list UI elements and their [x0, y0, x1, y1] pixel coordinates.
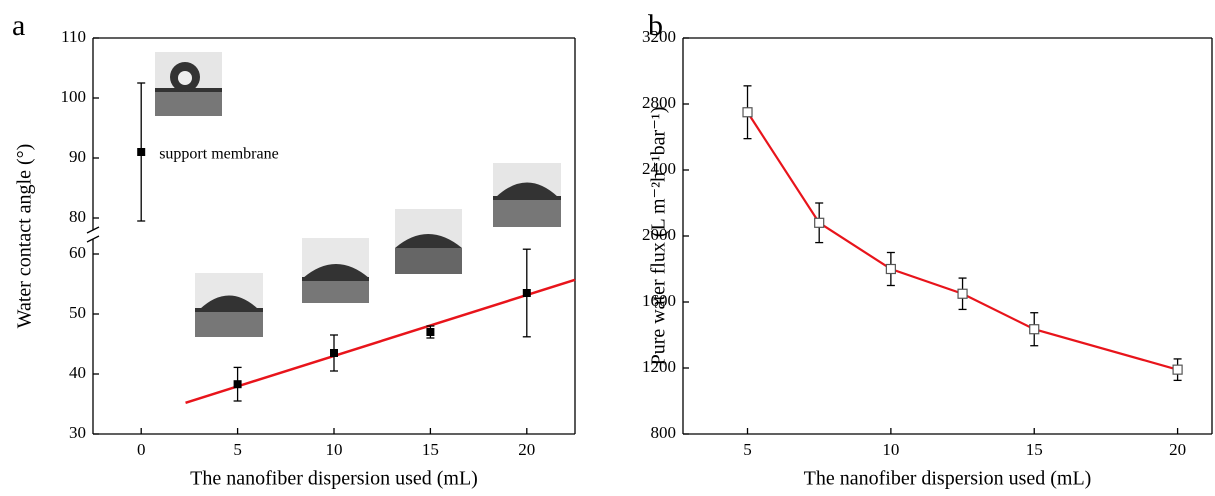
x-tick-label: 10 [326, 440, 343, 459]
panel-label: b [648, 9, 663, 42]
y-tick-label: 30 [69, 423, 86, 442]
axis-break [86, 226, 100, 234]
point [330, 349, 338, 357]
x-axis-label: The nanofiber dispersion used (mL) [190, 468, 478, 490]
droplet-image [302, 238, 369, 303]
point [885, 263, 896, 275]
annotation: support membrane [159, 146, 279, 163]
y-axis-label: Pure water flux (L m⁻²h⁻¹bar⁻¹) [648, 107, 670, 366]
x-tick-label: 20 [518, 440, 535, 459]
x-axis-label: The nanofiber dispersion used (mL) [804, 468, 1092, 490]
droplet-image [395, 209, 462, 274]
y-tick-label: 110 [61, 27, 86, 46]
point [522, 289, 531, 297]
y-tick-label: 80 [69, 207, 86, 226]
point [1172, 364, 1183, 375]
y-tick-label: 2400 [642, 159, 676, 178]
point [426, 328, 435, 336]
x-tick-label: 10 [882, 440, 899, 459]
point [814, 217, 825, 228]
x-tick-label: 15 [1026, 440, 1043, 459]
x-tick-label: 15 [422, 440, 439, 459]
y-tick-label: 3200 [642, 27, 676, 46]
y-tick-label: 90 [69, 147, 86, 166]
y-tick-label: 800 [651, 423, 677, 442]
y-tick-label: 1600 [642, 291, 676, 310]
y-tick-label: 2000 [642, 225, 676, 244]
y-tick-label: 60 [69, 243, 86, 262]
y-tick-label: 2800 [642, 93, 676, 112]
y-tick-label: 100 [61, 87, 87, 106]
droplet-image [493, 163, 561, 227]
point [742, 107, 753, 118]
droplet-image [155, 52, 222, 116]
y-tick-label: 1200 [642, 357, 676, 376]
y-tick-label: 40 [69, 363, 86, 382]
panel-label: a [12, 9, 25, 42]
x-tick-label: 5 [743, 440, 752, 459]
point [1029, 324, 1040, 335]
point [137, 148, 146, 156]
droplet-image [195, 273, 263, 337]
point [233, 380, 242, 389]
x-tick-label: 20 [1169, 440, 1186, 459]
y-axis-label: Water contact angle (°) [14, 144, 36, 329]
line [746, 111, 1178, 371]
x-tick-label: 0 [137, 440, 146, 459]
axis-break [86, 235, 100, 243]
point [957, 288, 968, 299]
fit-line [185, 278, 576, 404]
x-tick-label: 5 [233, 440, 242, 459]
y-tick-label: 50 [69, 303, 86, 322]
